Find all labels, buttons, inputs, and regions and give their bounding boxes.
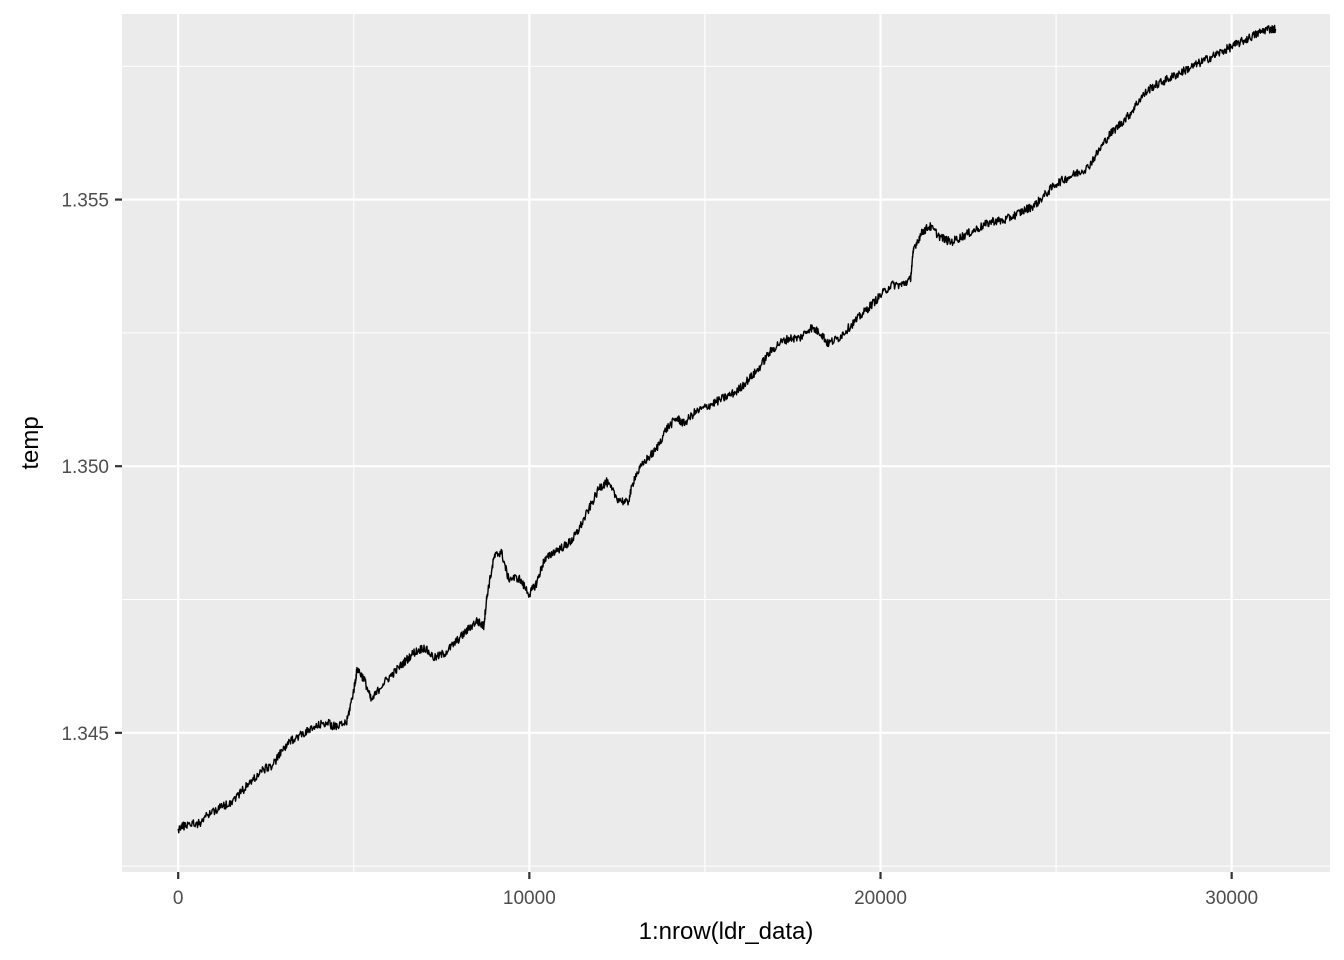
minor-gridlines [122,14,1330,872]
temp-series-line [177,24,1277,834]
y-axis: 1.345 1.350 1.355 [61,191,122,745]
x-tick-label: 10000 [503,888,556,909]
x-tick-label: 30000 [1205,888,1258,909]
x-tick-label: 0 [173,888,184,909]
y-tick-label: 1.355 [61,191,109,212]
major-gridlines [122,14,1330,872]
x-tick-label: 20000 [854,888,907,909]
y-tick-label: 1.350 [61,457,109,478]
y-axis-title: temp [17,416,44,469]
plot-panel [122,14,1330,872]
y-tick-label: 1.345 [61,724,109,745]
x-axis-title: 1:nrow(ldr_data) [639,918,814,945]
x-axis: 0 10000 20000 30000 [173,872,1258,909]
